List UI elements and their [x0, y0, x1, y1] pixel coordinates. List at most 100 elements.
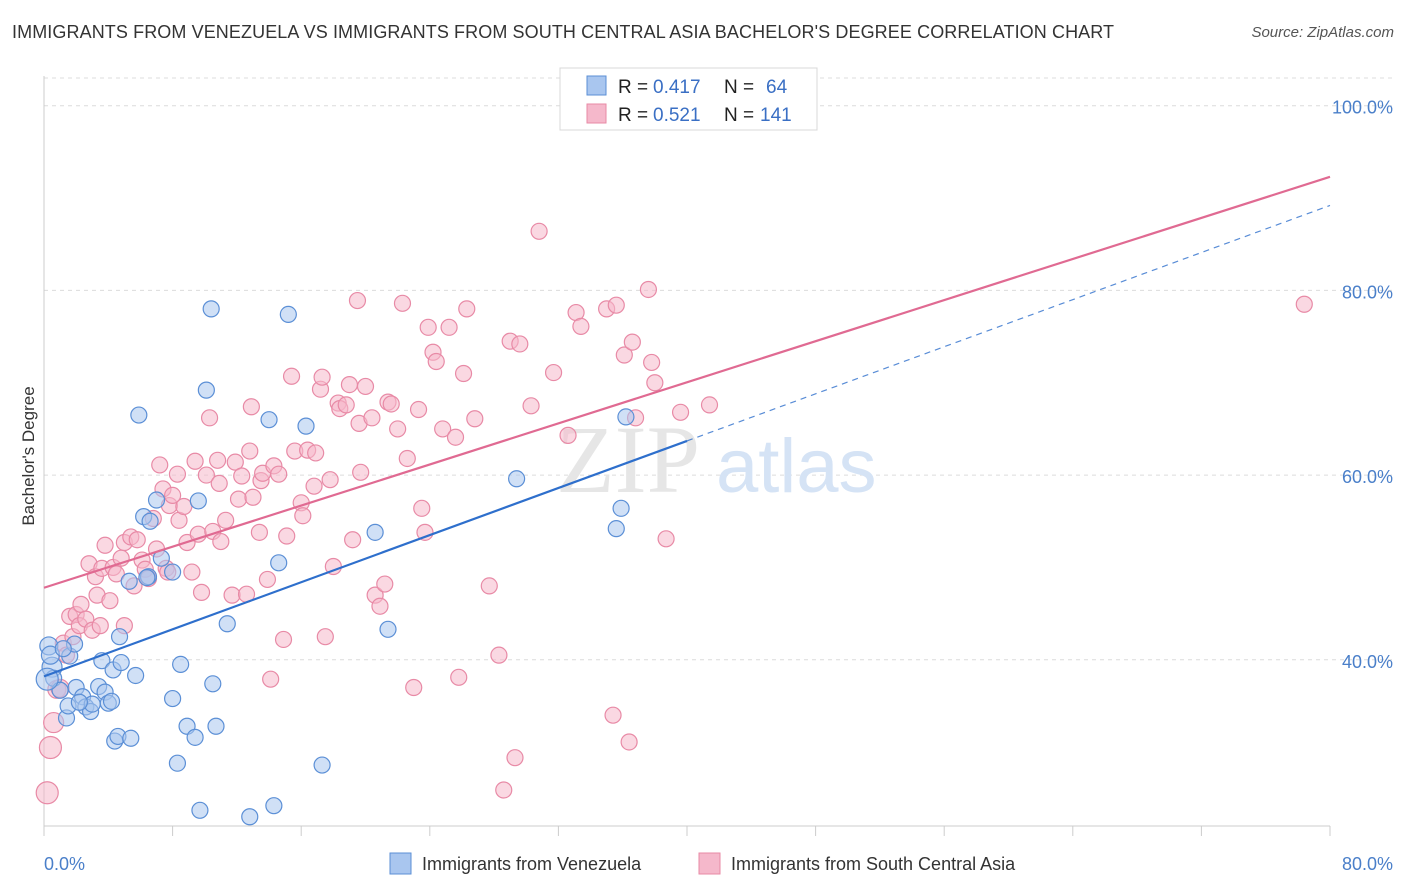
x-tick-label-min: 0.0% — [44, 854, 85, 874]
pink-point-72 — [282, 367, 301, 385]
bottom-legend-swatch-venezuela — [389, 852, 412, 875]
pink-point-70 — [274, 630, 293, 649]
blue-point-26 — [130, 406, 148, 424]
legend-n-value-1: 64 — [766, 77, 788, 98]
pink-point-122 — [522, 397, 540, 415]
blue-point-40 — [197, 381, 215, 399]
pink-point-0 — [35, 781, 59, 805]
pink-point-91 — [352, 463, 370, 481]
pink-point-44 — [183, 563, 201, 581]
pink-point-78 — [307, 444, 325, 462]
trend-lines — [43, 175, 1331, 678]
pink-point-99 — [389, 420, 407, 438]
pink-point-17 — [91, 617, 109, 635]
blue-point-50 — [297, 417, 315, 435]
pink-point-67 — [262, 670, 280, 688]
pink-point-42 — [175, 497, 193, 516]
pink-point-57 — [229, 490, 248, 508]
blue-point-37 — [186, 728, 204, 746]
pink-point-117 — [490, 646, 508, 664]
pink-point-131 — [615, 346, 633, 364]
pink-point-88 — [344, 531, 362, 549]
pink-point-45 — [186, 452, 204, 470]
pink-point-110 — [440, 318, 458, 336]
pink-point-20 — [101, 592, 119, 610]
blue-point-53 — [379, 620, 397, 638]
pink-point-104 — [413, 499, 431, 517]
pink-point-114 — [458, 300, 476, 318]
blue-point-51 — [313, 756, 331, 774]
pink-point-40 — [168, 465, 187, 483]
pink-point-80 — [313, 368, 331, 386]
pink-point-103 — [409, 400, 428, 419]
pink-point-49 — [200, 409, 219, 427]
pink-point-139 — [671, 403, 690, 421]
correlation-legend: R = 0.417 N = 64 R = 0.521 N = 141 — [559, 67, 818, 131]
pink-point-53 — [212, 532, 230, 551]
y-tick-label-100: 100.0% — [1332, 98, 1393, 118]
pink-point-39 — [164, 486, 182, 505]
blue-point-24 — [120, 572, 138, 590]
blue-point-55 — [607, 520, 625, 538]
pink-point-130 — [607, 296, 625, 314]
blue-point-52 — [366, 523, 384, 541]
blue-point-62 — [138, 568, 156, 587]
pink-point-22 — [107, 565, 125, 583]
blue-point-56 — [612, 499, 630, 517]
pink-point-77 — [305, 477, 323, 495]
pink-point-135 — [639, 280, 658, 299]
blue-point-34 — [168, 754, 187, 772]
pink-point-123 — [530, 222, 548, 240]
legend-n-label-1: N = — [724, 77, 754, 98]
series-south-central-asia-points — [35, 222, 1313, 805]
pink-point-121 — [511, 335, 529, 353]
x-tick-label-max: 80.0% — [1342, 854, 1393, 874]
y-tick-label-60: 60.0% — [1342, 467, 1393, 487]
pink-point-75 — [294, 507, 312, 525]
grid-lines — [44, 77, 1392, 661]
pink-point-92 — [356, 377, 375, 396]
pink-point-136 — [643, 353, 661, 372]
pink-point-93 — [363, 409, 381, 427]
pink-point-106 — [419, 318, 437, 336]
pink-point-82 — [321, 471, 339, 489]
blue-point-42 — [204, 675, 222, 693]
pink-point-120 — [506, 749, 524, 767]
pink-point-63 — [250, 523, 269, 541]
pink-point-96 — [376, 575, 394, 593]
pink-point-54 — [217, 511, 235, 529]
pink-point-115 — [466, 410, 484, 428]
pink-point-66 — [258, 570, 277, 589]
pink-trend-line — [43, 175, 1331, 589]
pink-point-86 — [337, 396, 355, 414]
legend-swatch-venezuela — [586, 75, 607, 96]
pink-point-108 — [427, 352, 445, 371]
blue-point-35 — [172, 655, 190, 673]
blue-point-43 — [207, 717, 225, 735]
series-venezuela-points — [35, 300, 635, 826]
pink-point-141 — [1295, 295, 1313, 313]
blue-point-38 — [189, 492, 207, 510]
pink-point-69 — [270, 465, 288, 483]
y-axis-label: Bachelor's Degree — [19, 386, 38, 525]
pink-point-137 — [646, 374, 664, 392]
blue-point-44 — [218, 615, 236, 633]
source-label: Source: ZipAtlas.com — [1251, 24, 1394, 41]
blue-point-17 — [102, 692, 121, 710]
pink-point-89 — [348, 291, 367, 310]
pink-point-71 — [278, 527, 296, 545]
chart-title: IMMIGRANTS FROM VENEZUELA VS IMMIGRANTS … — [12, 22, 1115, 42]
pink-point-55 — [223, 586, 241, 604]
watermark: ZIP atlas — [556, 406, 877, 513]
pink-point-19 — [96, 536, 114, 554]
blue-point-29 — [141, 512, 159, 530]
bottom-legend-label-south-central-asia: Immigrants from South Central Asia — [731, 854, 1016, 874]
pink-point-125 — [559, 426, 577, 444]
pink-point-102 — [405, 678, 423, 697]
legend-r-value-1: 0.417 — [653, 77, 701, 98]
blue-point-33 — [164, 689, 182, 708]
pink-point-60 — [241, 442, 259, 460]
pink-point-127 — [572, 317, 590, 336]
pink-point-111 — [446, 428, 465, 446]
pink-point-138 — [657, 530, 675, 548]
